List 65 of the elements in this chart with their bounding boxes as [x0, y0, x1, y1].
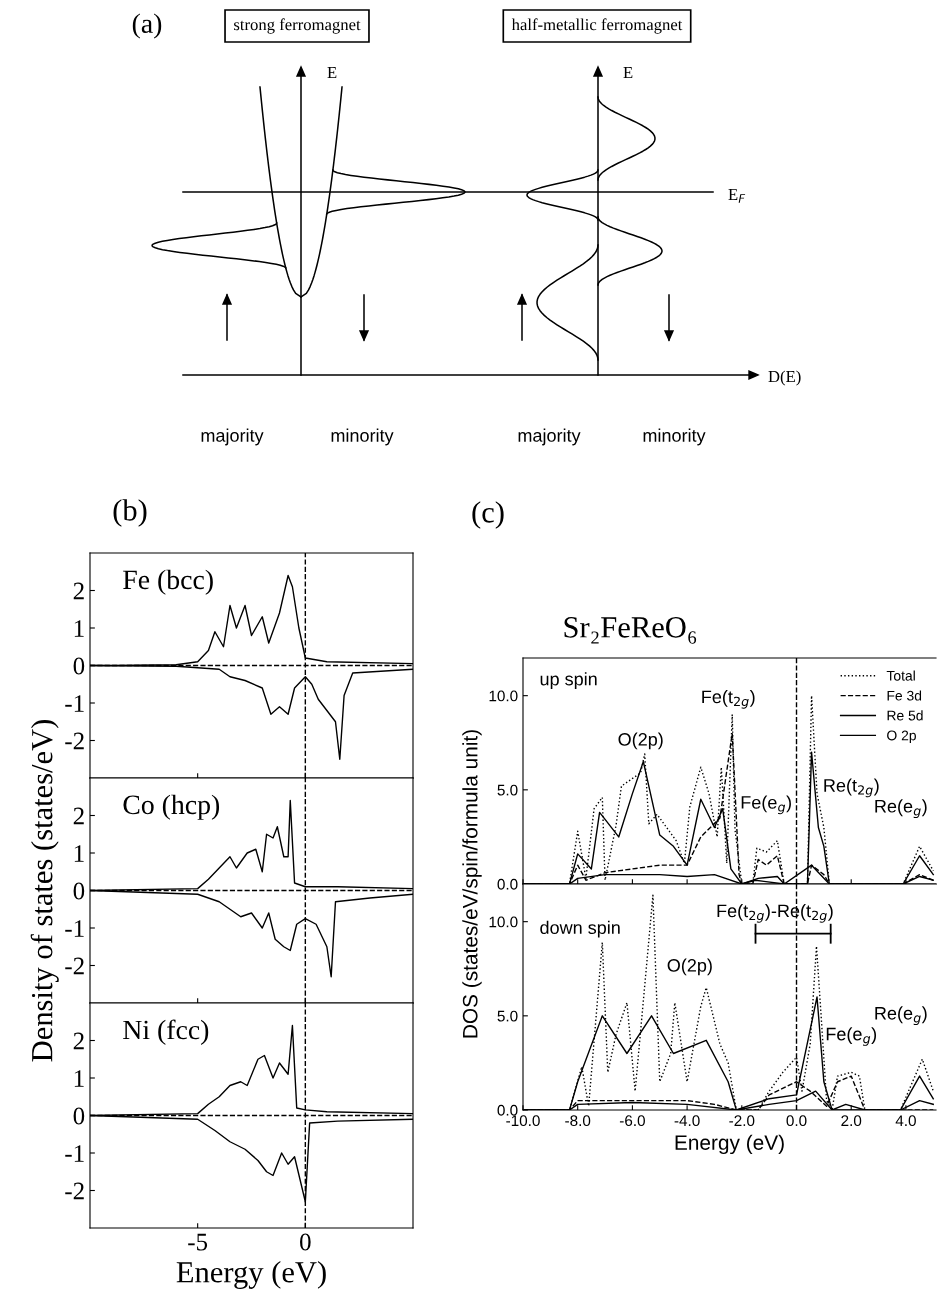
x-tick-label: 0.0 [786, 1115, 807, 1127]
x-tick-label: -2.0 [729, 1115, 755, 1127]
annotation: Fe(t$_{2g}$) [702, 689, 755, 709]
text: E$_{F}$ [728, 189, 746, 203]
y-tick-label: 5.0 [497, 1010, 518, 1022]
y-axis-title: DOS (states/eV/spin/formula unit) [462, 730, 482, 1038]
text: majority [201, 428, 264, 446]
y-tick-label: -2 [65, 732, 84, 750]
y-tick-label: -1 [65, 1145, 84, 1162]
annotation: up spin [540, 672, 597, 690]
y-tick-label: 1 [74, 1070, 84, 1087]
legend-label: Total [886, 670, 915, 681]
text: strong ferromagnet [234, 18, 361, 34]
annotation: Re(e$_{g}$) [875, 799, 927, 819]
y-tick-label: 2 [73, 807, 84, 825]
text: (a) [132, 13, 162, 39]
text: E [623, 67, 633, 79]
y-tick-label: 5.0 [497, 784, 518, 796]
x-tick-label: -5 [188, 1233, 208, 1251]
annotation: Ni (fcc) [123, 1019, 209, 1045]
x-axis-title: Energy (eV) [176, 1261, 326, 1289]
x-tick-label: 2.0 [841, 1115, 862, 1127]
annotation: Fe (bcc) [123, 569, 213, 595]
text: half-metallic ferromagnet [511, 18, 683, 34]
y-tick-label: 0.0 [497, 878, 518, 890]
text: minority [643, 428, 706, 446]
y-tick-label: 10.0 [489, 916, 518, 928]
annotation: Re(e$_{g}$) [875, 1006, 927, 1026]
text: majority [518, 428, 581, 446]
annotation: down spin [540, 920, 620, 938]
x-tick-label: -4.0 [674, 1115, 700, 1127]
legend-label: Re 5d [887, 710, 923, 721]
y-tick-label: 10.0 [489, 690, 518, 702]
y-tick-label: 0 [73, 657, 85, 675]
x-tick-label: -8.0 [565, 1115, 591, 1127]
text: E [327, 67, 337, 79]
x-axis-title: Energy (eV) [675, 1134, 784, 1155]
x-tick-label: 4.0 [895, 1115, 916, 1127]
legend-label: O 2p [887, 730, 916, 744]
y-tick-label: 2 [73, 582, 84, 600]
y-tick-label: 1 [74, 620, 84, 637]
text: minority [331, 428, 394, 446]
text: D(E) [768, 370, 801, 386]
y-tick-label: 0 [73, 882, 85, 900]
annotation: Fe(t$_{2g}$)-Re(t$_{2g}$) [717, 903, 833, 923]
annotation: Fe(e$_{g}$) [826, 1027, 877, 1046]
y-tick-label: -2 [65, 957, 84, 975]
annotation: Re(t$_{2g}$) [824, 778, 879, 798]
annotation: Co (hcp) [123, 794, 220, 820]
chart-subtitle: Sr₂FeReO₆ [564, 617, 697, 644]
x-tick-label: -6.0 [619, 1115, 645, 1127]
y-tick-label: -2 [65, 1182, 84, 1200]
y-tick-label: 1 [74, 845, 84, 862]
annotation: Fe(e$_{g}$) [741, 795, 791, 815]
x-tick-label: -10.0 [506, 1115, 540, 1127]
y-tick-label: 0.0 [497, 1104, 518, 1116]
y-tick-label: 2 [73, 1032, 84, 1050]
legend-label: Fe 3d [887, 690, 922, 701]
y-tick-label: -1 [65, 920, 84, 937]
annotation: O(2p) [667, 958, 712, 976]
annotation: O(2p) [618, 732, 663, 750]
y-tick-label: -1 [65, 695, 84, 712]
y-axis-title: Density of states (states/eV) [30, 720, 59, 1062]
chart-title: (b) [113, 499, 147, 527]
chart-title: (c) [472, 501, 504, 529]
